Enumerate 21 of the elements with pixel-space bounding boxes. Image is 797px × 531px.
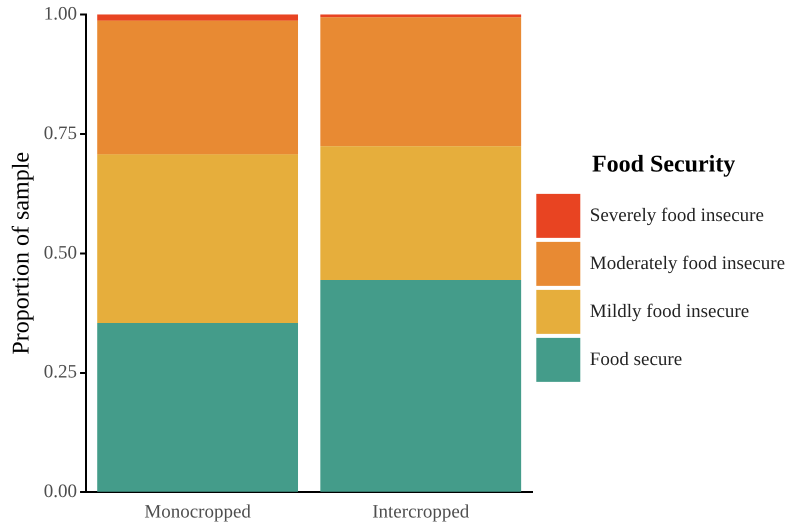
legend-label: Severely food insecure: [590, 204, 764, 226]
bar: [97, 20, 298, 154]
bar: [320, 146, 522, 280]
legend-title: Food Security: [592, 151, 736, 178]
y-tick-label: 0.50: [44, 242, 78, 264]
y-axis-title: Proportion of sample: [8, 152, 35, 355]
y-tick-label: 0.00: [44, 481, 78, 502]
legend-label: Moderately food insecure: [590, 252, 786, 274]
legend-label: Food secure: [590, 348, 682, 370]
x-tick-label: Intercropped: [372, 502, 470, 523]
y-tick-label: 0.25: [44, 362, 78, 383]
bar: [320, 280, 522, 492]
bar: [97, 323, 298, 492]
y-tick-label: 1.00: [44, 3, 78, 24]
bar: [97, 14, 298, 21]
bar: [320, 14, 522, 18]
legend-label: Mildly food insecure: [590, 300, 750, 322]
x-tick-label: Monocropped: [144, 502, 252, 523]
y-tick-label: 0.75: [44, 122, 78, 144]
bar: [320, 17, 522, 146]
bar: [97, 154, 298, 324]
